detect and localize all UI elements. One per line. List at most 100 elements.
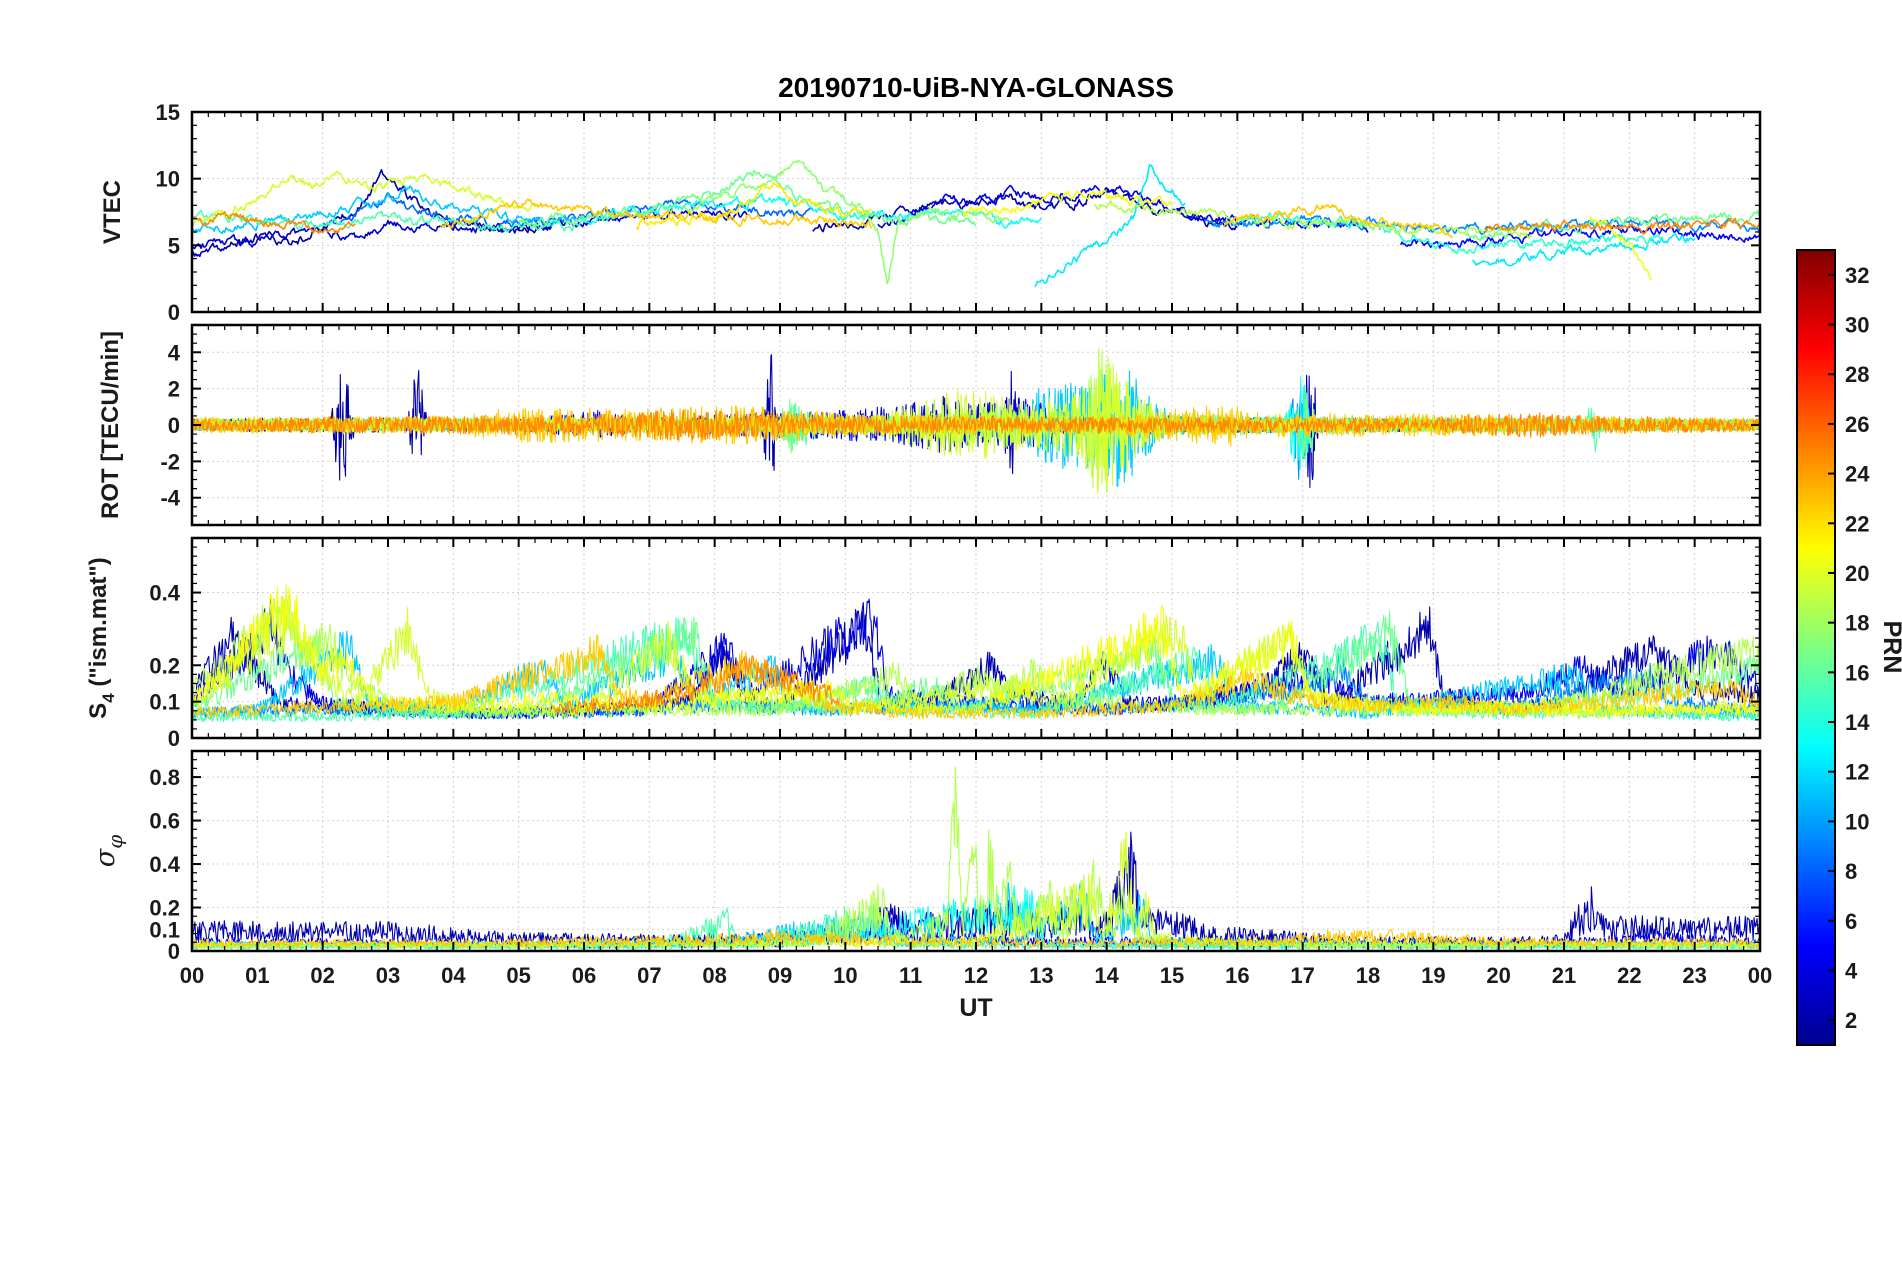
colorbar-tick-label: 10 xyxy=(1845,809,1869,834)
s4-series xyxy=(192,584,1760,723)
rot-axes xyxy=(190,323,1762,527)
series-prn-4 xyxy=(877,184,1369,233)
series-prn-18 xyxy=(1093,199,1532,239)
panel-border xyxy=(190,536,1762,740)
series-prn-16 xyxy=(518,170,977,228)
y-tick-label: 0 xyxy=(168,300,180,325)
series-prn-15 xyxy=(192,209,585,233)
vtec-series xyxy=(192,159,1760,288)
x-tick-label: 04 xyxy=(441,963,466,988)
series-prn-24 xyxy=(1484,217,1760,235)
rot-series xyxy=(192,347,1760,494)
series-prn-22 xyxy=(439,198,873,229)
tick-labels-layer: 051015-4-202400.10.20.400.10.20.40.60.80… xyxy=(149,100,1772,988)
panel-border xyxy=(190,110,1762,314)
rot-axis-title: ROT [TECU/min] xyxy=(97,331,124,519)
x-tick-label: 18 xyxy=(1356,963,1380,988)
colorbar-tick-label: 28 xyxy=(1845,362,1869,387)
x-tick-label: 07 xyxy=(637,963,661,988)
x-tick-label: 23 xyxy=(1682,963,1706,988)
colorbar-tick-label: 14 xyxy=(1845,710,1870,735)
grid-vtec xyxy=(192,112,1760,312)
series-prn-14 xyxy=(1236,211,1663,255)
series-prn-20 xyxy=(1589,215,1653,281)
panel-border xyxy=(190,323,1762,527)
sigma-phi-series xyxy=(192,766,1760,950)
series-prn-16 xyxy=(1465,210,1760,242)
colorbar-tick-label: 24 xyxy=(1845,462,1870,487)
colorbar-tick-label: 4 xyxy=(1845,958,1858,983)
y-tick-label: 0.2 xyxy=(149,896,180,921)
colorbar-tick-label: 16 xyxy=(1845,660,1869,685)
y-tick-label: -4 xyxy=(160,486,180,511)
x-tick-label: 11 xyxy=(899,963,922,988)
axes-layer xyxy=(190,110,1762,953)
vtec-axes xyxy=(190,110,1762,314)
x-tick-label: 03 xyxy=(376,963,400,988)
x-tick-label: 09 xyxy=(768,963,792,988)
x-tick-label: 00 xyxy=(1748,963,1772,988)
colorbar-tick-label: 26 xyxy=(1845,412,1869,437)
colorbar-tick-label: 20 xyxy=(1845,561,1869,586)
y-axis-titles-layer: VTEC ROT [TECU/min] S4 ("ism.mat") σφ xyxy=(85,180,127,867)
y-tick-label: 0.2 xyxy=(149,653,180,678)
series-prn-22 xyxy=(1223,203,1453,239)
y-tick-label: 0.4 xyxy=(149,852,180,877)
y-tick-label: 2 xyxy=(168,377,180,402)
x-tick-label: 12 xyxy=(964,963,988,988)
s4-axes xyxy=(190,536,1762,740)
y-tick-label: 0.4 xyxy=(149,581,180,606)
x-tick-label: 00 xyxy=(180,963,204,988)
series-prn-20 xyxy=(962,189,1173,217)
y-tick-label: 0.8 xyxy=(149,765,180,790)
x-tick-label: 08 xyxy=(702,963,726,988)
series-prn-19 xyxy=(192,606,1760,720)
series-prn-12 xyxy=(1471,233,1696,267)
chart-title: 20190710-UiB-NYA-GLONASS xyxy=(778,72,1174,103)
y-tick-label: 4 xyxy=(168,340,181,365)
series-prn-24 xyxy=(550,655,840,715)
s4-axis-title: S4 ("ism.mat") xyxy=(85,557,118,719)
x-tick-label: 05 xyxy=(506,963,530,988)
x-tick-label: 15 xyxy=(1160,963,1184,988)
y-tick-label: 10 xyxy=(156,167,180,192)
series-prn-11 xyxy=(192,185,585,235)
series-prn-17 xyxy=(681,159,1010,285)
sigma-phi-axes xyxy=(190,749,1762,953)
series-prn-20 xyxy=(192,584,1760,717)
x-tick-label: 13 xyxy=(1029,963,1053,988)
x-tick-label: 16 xyxy=(1225,963,1249,988)
x-tick-label: 14 xyxy=(1094,963,1119,988)
series-prn-24 xyxy=(192,211,356,235)
y-tick-label: 0.1 xyxy=(149,917,180,942)
colorbar-tick-label: 6 xyxy=(1845,909,1857,934)
y-tick-label: 0.1 xyxy=(149,690,180,715)
y-tick-label: -2 xyxy=(160,449,180,474)
panel-border xyxy=(190,749,1762,953)
colorbar-tick-label: 22 xyxy=(1845,511,1869,536)
series-prn-22 xyxy=(192,634,1760,720)
series-prn-12 xyxy=(1034,164,1186,288)
y-tick-label: 15 xyxy=(156,100,180,125)
vtec-axis-title: VTEC xyxy=(99,180,126,244)
x-tick-label: 17 xyxy=(1290,963,1314,988)
y-tick-label: 5 xyxy=(168,233,180,258)
y-tick-label: 0.6 xyxy=(149,809,180,834)
colorbar-tick-label: 8 xyxy=(1845,859,1857,884)
y-tick-label: 0 xyxy=(168,413,180,438)
series-prn-19 xyxy=(192,170,540,227)
colorbar-tick-label: 18 xyxy=(1845,611,1869,636)
y-tick-label: 0 xyxy=(168,939,180,964)
series-prn-3 xyxy=(192,208,748,250)
series-prn-21 xyxy=(635,182,872,231)
x-tick-label: 21 xyxy=(1552,963,1576,988)
x-tick-label: 02 xyxy=(310,963,334,988)
colorbar-tick-label: 30 xyxy=(1845,313,1869,338)
series-prn-24 xyxy=(192,409,1760,441)
x-tick-label: 20 xyxy=(1486,963,1510,988)
x-axis-label: UT xyxy=(959,994,992,1022)
colorbar-tick-label: 12 xyxy=(1845,760,1869,785)
colorbar-gradient xyxy=(1796,249,1836,1046)
